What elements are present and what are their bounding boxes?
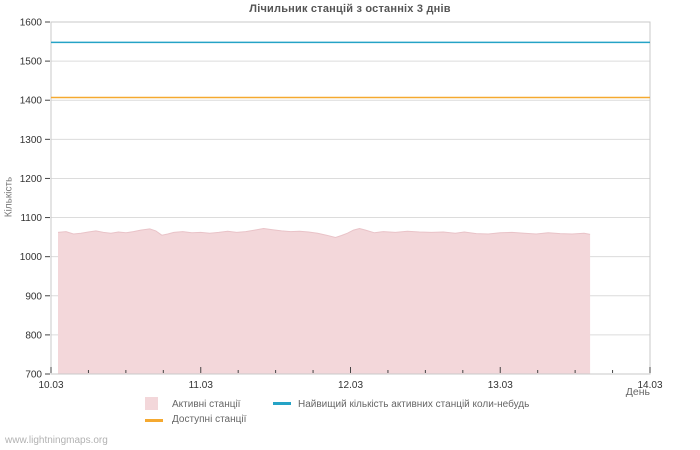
area-active-stations-edge <box>57 227 591 239</box>
x-tick-label: 10.03 <box>38 380 63 391</box>
legend-label-active: Активні станції <box>172 399 241 410</box>
y-tick-label: 1000 <box>20 252 43 263</box>
area-active-stations <box>58 228 591 374</box>
y-tick-label: 1300 <box>20 135 43 146</box>
x-tick-label: 12.03 <box>338 380 363 391</box>
legend-swatch-active <box>145 397 158 410</box>
y-tick-label: 700 <box>25 370 42 381</box>
y-tick-label: 1600 <box>20 18 43 29</box>
watermark-link[interactable]: www.lightningmaps.org <box>5 435 108 446</box>
y-tick-label: 1200 <box>20 174 43 185</box>
x-tick-label: 13.03 <box>488 380 513 391</box>
chart-title: Лічильник станцій з останніх 3 днів <box>249 3 451 15</box>
y-tick-label: 800 <box>25 330 42 341</box>
plot-border <box>50 21 651 375</box>
y-tick-label: 900 <box>25 291 42 302</box>
x-tick-label: 14.03 <box>637 380 662 391</box>
y-axis-label: Кількість <box>3 176 15 218</box>
legend-label-highest: Найвищий кількість активних станцій коли… <box>298 399 530 410</box>
x-tick-label: 11.03 <box>189 380 214 391</box>
legend-label-available: Доступні станції <box>172 414 247 425</box>
y-tick-label: 1100 <box>20 213 42 224</box>
y-tick-label: 1400 <box>20 96 43 107</box>
y-tick-label: 1500 <box>20 57 43 68</box>
x-axis-label: День <box>625 386 650 398</box>
legend-swatch-highest <box>273 402 291 405</box>
legend-swatch-available <box>145 419 163 422</box>
